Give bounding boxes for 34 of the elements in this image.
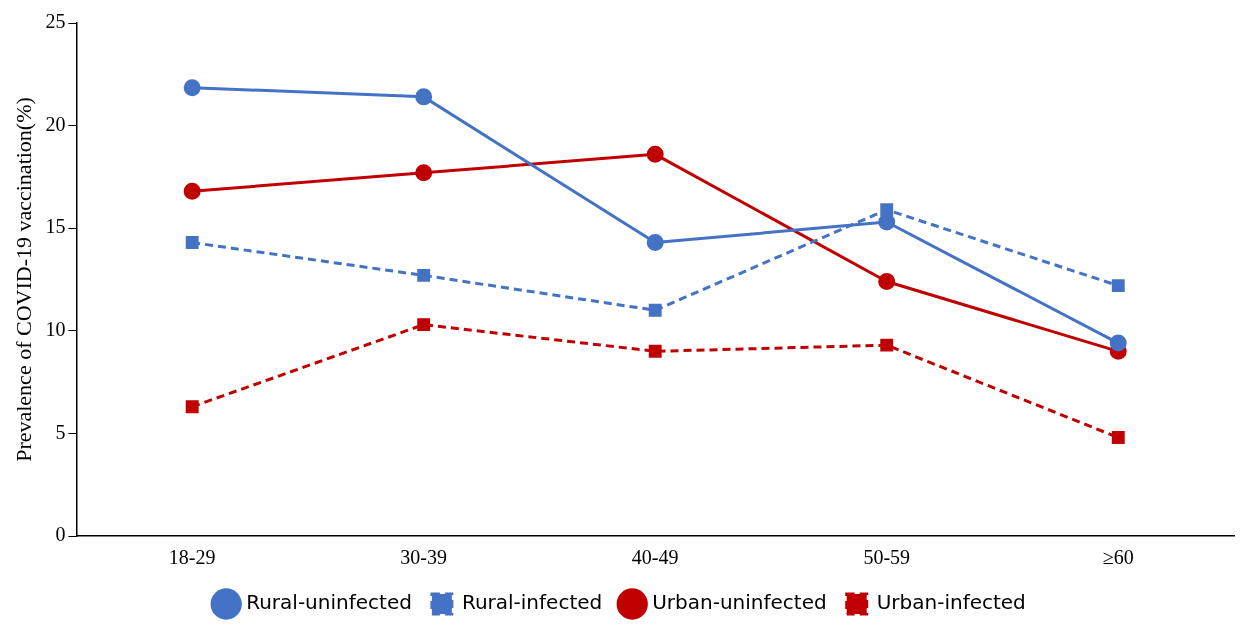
x-tick-label: 30-39 bbox=[400, 546, 448, 569]
point bbox=[648, 303, 662, 317]
point bbox=[646, 145, 664, 163]
legend-label: Urban-infected bbox=[876, 590, 1026, 615]
y-tick-label: 10 bbox=[45, 318, 66, 341]
y-tick-label: 25 bbox=[45, 10, 66, 33]
y-tick-label: 15 bbox=[45, 215, 66, 238]
point bbox=[183, 79, 201, 97]
point bbox=[1111, 279, 1125, 293]
point bbox=[185, 236, 199, 250]
point bbox=[878, 273, 896, 291]
x-tick-label: 50-59 bbox=[863, 546, 911, 569]
point bbox=[646, 234, 664, 252]
point bbox=[880, 203, 894, 217]
legend-label: Urban-uninfected bbox=[652, 590, 827, 615]
point bbox=[415, 164, 433, 182]
point bbox=[415, 88, 433, 106]
point bbox=[417, 268, 431, 282]
x-tick-label: ≥60 bbox=[1102, 546, 1134, 569]
point bbox=[648, 344, 662, 358]
y-tick-label: 5 bbox=[55, 420, 66, 443]
point bbox=[880, 338, 894, 352]
legend-label: Rural-infected bbox=[461, 590, 603, 615]
point bbox=[1111, 431, 1125, 444]
y-axis-title: Prevalence of COVID-19 vaccination(%) bbox=[10, 97, 36, 462]
x-tick-label: 40-49 bbox=[631, 546, 679, 569]
y-tick-label: 0 bbox=[55, 523, 66, 546]
point bbox=[1109, 334, 1127, 352]
legend-label: Rural-uninfected bbox=[246, 590, 412, 615]
point bbox=[417, 318, 431, 332]
y-tick-label: 20 bbox=[45, 112, 66, 135]
x-tick-label: 18-29 bbox=[168, 546, 216, 569]
point bbox=[183, 182, 201, 200]
point bbox=[185, 400, 199, 414]
